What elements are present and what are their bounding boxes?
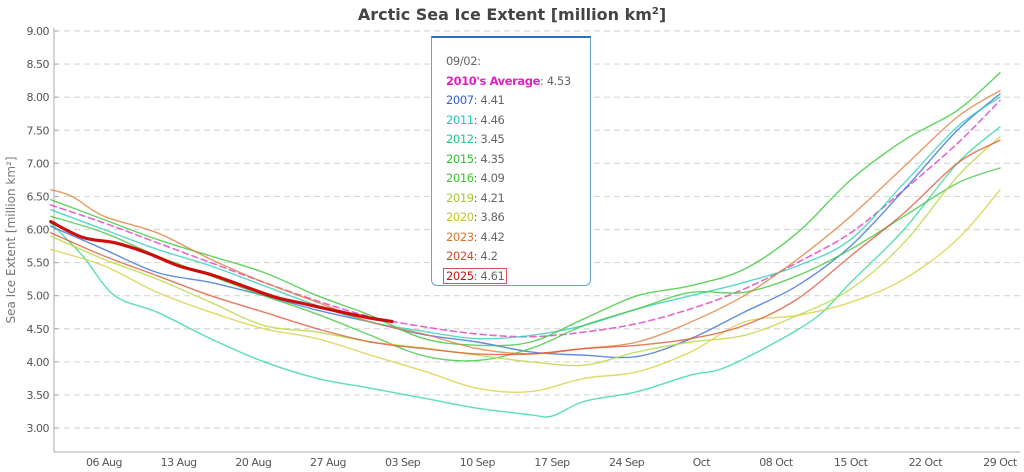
- tooltip-series-label: 2007: [446, 93, 474, 107]
- y-tick-label: 7.50: [27, 124, 50, 137]
- series-line-2023[interactable]: [50, 89, 1001, 355]
- tooltip: 09/02: 2010's Average: 4.53 2007: 4.41 201…: [431, 36, 591, 286]
- tooltip-series-label: 2012: [446, 132, 474, 146]
- tooltip-row: 2010's Average: 4.53: [446, 72, 590, 92]
- y-tick-label: 5.00: [27, 290, 50, 303]
- tooltip-series-label: 2025: [446, 268, 474, 283]
- tooltip-series-label: 2023: [446, 229, 474, 244]
- y-tick-label: 4.00: [27, 356, 50, 369]
- tooltip-row: 2007: 4.41: [446, 91, 590, 111]
- x-tick-label: Oct: [693, 456, 712, 469]
- y-tick-label: 7.00: [27, 157, 50, 170]
- series-line-2020[interactable]: [50, 189, 1001, 393]
- x-tick-label: 13 Aug: [161, 456, 197, 469]
- tooltip-series-label: 2019: [446, 190, 474, 205]
- x-tick-label: 08 Oct: [759, 456, 794, 469]
- y-tick-label: 4.50: [27, 323, 50, 336]
- series-line-2007[interactable]: [50, 93, 1001, 359]
- tooltip-series-label: 2020: [446, 210, 474, 224]
- tooltip-series-label: 2010's Average: [446, 73, 541, 88]
- tooltip-row: 2024: 4.2: [446, 247, 590, 267]
- x-tick-label: 27 Aug: [310, 456, 346, 469]
- tooltip-row: 2025: 4.61: [443, 267, 590, 287]
- tooltip-series-label: 2015: [446, 151, 474, 166]
- y-tick-label: 9.00: [27, 25, 50, 38]
- x-tick-label: 24 Sep: [609, 456, 645, 469]
- y-tick-label: 6.50: [27, 190, 50, 203]
- tooltip-series-value: : 4.21: [473, 190, 505, 205]
- series-line-2025[interactable]: [49, 220, 394, 324]
- y-tick-label: 5.50: [27, 257, 50, 270]
- x-tick-label: 17 Sep: [534, 456, 570, 469]
- tooltip-series-label: 2016: [446, 171, 474, 185]
- series-line-2011[interactable]: [50, 96, 1001, 340]
- y-tick-label: 8.00: [27, 91, 50, 104]
- tooltip-row: 2011: 4.46: [446, 111, 590, 131]
- tooltip-series-value: : 4.53: [540, 73, 571, 88]
- x-tick-label: 10 Sep: [460, 456, 496, 469]
- tooltip-series-value: : 4.42: [473, 229, 505, 244]
- x-tick-label: 22 Oct: [909, 456, 944, 469]
- series-line-2024[interactable]: [50, 139, 1001, 356]
- series-lines: [49, 72, 1001, 418]
- tooltip-series-value: : 4.61: [473, 268, 505, 283]
- y-tick-label: 6.00: [27, 224, 50, 237]
- x-tick-label: 15 Oct: [834, 456, 869, 469]
- tooltip-series-value: : 4.35: [473, 151, 505, 166]
- x-axis-ticks: 06 Aug 13 Aug 20 Aug 27 Aug 03 Sep 10 Sep 17 S…: [86, 456, 1018, 469]
- tooltip-series-value: : 4.41: [473, 93, 505, 107]
- y-axis-label: Sea Ice Extent [million km²]: [4, 157, 18, 324]
- series-line-2019[interactable]: [50, 136, 1001, 367]
- series-line-2015[interactable]: [50, 72, 1001, 347]
- tooltip-series-value: : 3.45: [473, 132, 505, 146]
- x-tick-label: 03 Sep: [385, 456, 421, 469]
- tooltip-series-value: : 3.86: [473, 210, 505, 224]
- y-tick-label: 8.50: [27, 58, 50, 71]
- tooltip-highlight: 2025: 4.61: [443, 267, 508, 284]
- tooltip-row: 2016: 4.09: [446, 169, 590, 189]
- tooltip-row: 2019: 4.21: [446, 189, 590, 209]
- tooltip-series-value: : 4.09: [473, 171, 505, 185]
- tooltip-series-label: 2024: [446, 249, 474, 263]
- series-line-2012[interactable]: [50, 126, 1001, 418]
- y-tick-label: 3.50: [27, 389, 50, 402]
- tooltip-series-value: : 4.2: [473, 249, 498, 263]
- chart-title: Arctic Sea Ice Extent [million km2]: [358, 5, 666, 24]
- tooltip-row: 2023: 4.42: [446, 228, 590, 248]
- tooltip-series-label: 2011: [446, 112, 474, 127]
- tooltip-row: 2020: 3.86: [446, 208, 590, 228]
- x-tick-label: 20 Aug: [235, 456, 271, 469]
- y-tick-label: 3.00: [27, 422, 50, 435]
- x-tick-label: 06 Aug: [86, 456, 122, 469]
- tooltip-row: 2015: 4.35: [446, 150, 590, 170]
- x-tick-label: 29 Oct: [983, 456, 1018, 469]
- series-line-2010-s-average[interactable]: [49, 99, 1001, 338]
- tooltip-date: 09/02:: [446, 54, 481, 68]
- tooltip-series-value: : 4.46: [473, 112, 505, 127]
- y-axis-ticks: 9.00 8.50 8.00 7.50 7.00 6.50 6.00 5.50 5.00 4.50…: [27, 25, 58, 435]
- tooltip-row: 2012: 3.45: [446, 130, 590, 150]
